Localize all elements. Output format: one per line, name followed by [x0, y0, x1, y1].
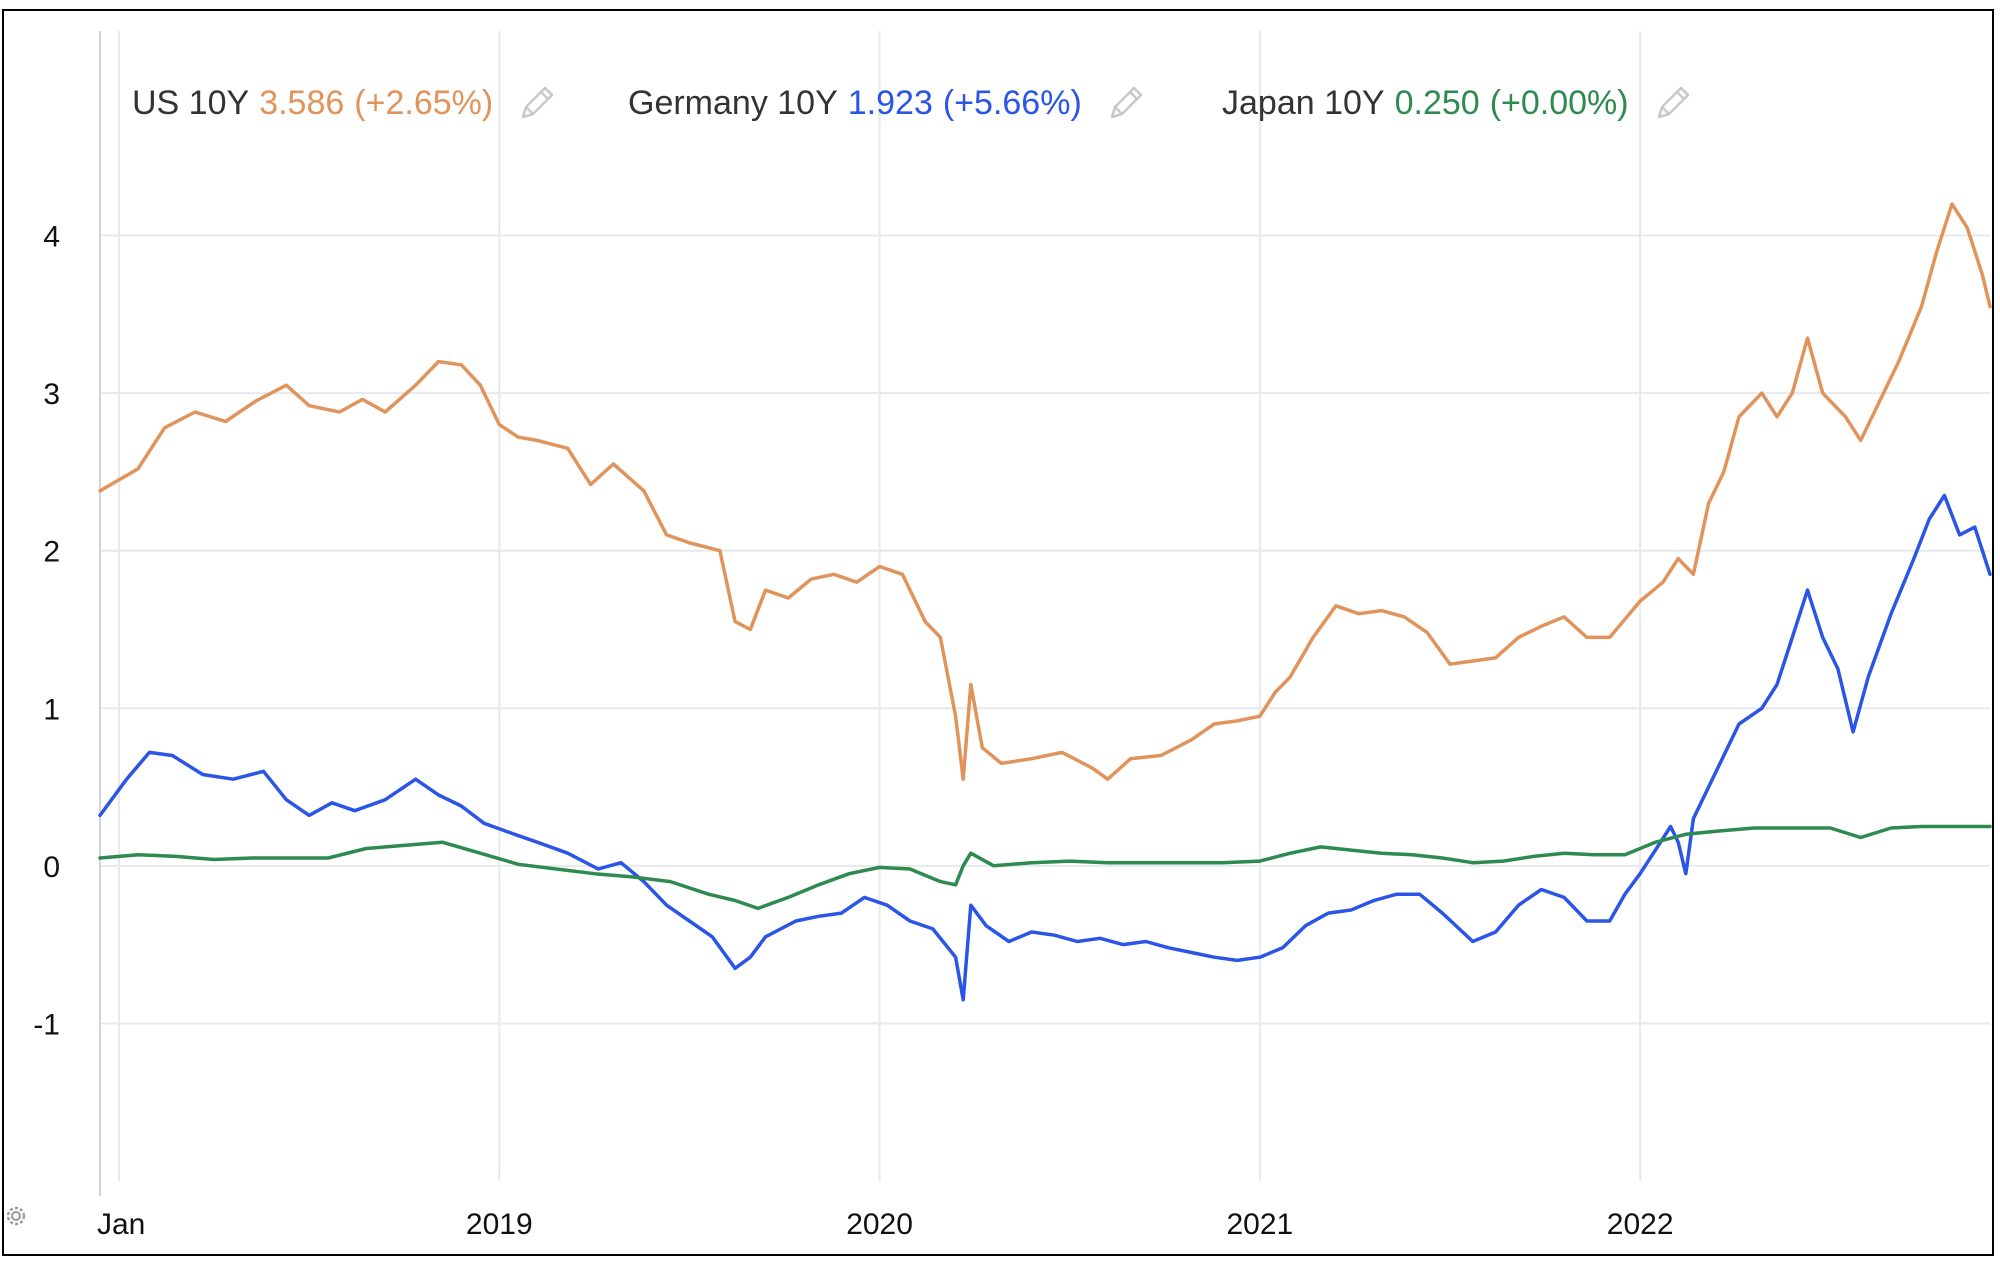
chart-plot: -1 0 1 2 3 4 Jan 2019 2020 2021 2022 [33, 31, 1992, 1241]
legend-us-value: 3.586 [259, 83, 345, 122]
legend-item-germany-10y: Germany 10Y 1.923 (+5.66%) [628, 77, 1148, 129]
legend-jp-value: 0.250 [1394, 83, 1480, 122]
gear-icon[interactable] [4, 1201, 34, 1231]
y-tick-label: 1 [43, 693, 60, 726]
x-gridlines [99, 31, 1642, 1196]
series-line-us-10y [98, 202, 1992, 781]
legend-de-value: 1.923 [847, 83, 933, 122]
legend-item-us-10y: US 10Y 3.586 (+2.65%) [132, 77, 559, 129]
y-tick-label: 0 [43, 851, 60, 884]
x-tick-label: 2021 [1226, 1208, 1293, 1241]
pencil-icon[interactable] [1651, 81, 1695, 125]
legend-item-japan-10y: Japan 10Y 0.250 (+0.00%) [1222, 77, 1695, 129]
legend-de-change: (+5.66%) [942, 83, 1082, 122]
legend-de-name: Germany 10Y [628, 83, 838, 122]
series-lines [98, 202, 1992, 1002]
legend-us-name: US 10Y [132, 83, 250, 122]
legend-jp-change: (+0.00%) [1489, 83, 1629, 122]
series-line-japan-10y [98, 824, 1992, 911]
pencil-icon[interactable] [515, 81, 559, 125]
y-tick-label: 2 [43, 536, 60, 569]
x-tick-label: 2020 [846, 1208, 913, 1241]
x-tick-label: 2019 [466, 1208, 533, 1241]
legend-us-change: (+2.65%) [354, 83, 494, 122]
y-axis-tick-labels: -1 0 1 2 3 4 [33, 221, 60, 1042]
legend-jp-name: Japan 10Y [1222, 83, 1385, 122]
x-tick-label: Jan [97, 1208, 145, 1241]
x-tick-label: 2022 [1607, 1208, 1674, 1241]
pencil-icon[interactable] [1104, 81, 1148, 125]
series-line-germany-10y [98, 493, 1992, 1002]
y-tick-label: 4 [43, 221, 60, 254]
y-tick-label: 3 [43, 378, 60, 411]
y-tick-label: -1 [33, 1008, 60, 1041]
x-axis-tick-labels: Jan 2019 2020 2021 2022 [97, 1208, 1674, 1241]
chart-frame: -1 0 1 2 3 4 Jan 2019 2020 2021 2022 US 10Y 3.586… [2, 9, 1994, 1256]
y-gridlines [100, 234, 1990, 1025]
